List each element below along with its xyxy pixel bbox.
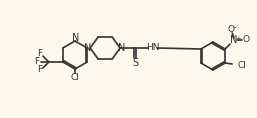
Text: N: N <box>118 43 126 53</box>
Text: O: O <box>243 36 250 44</box>
Text: F: F <box>37 49 42 59</box>
Text: S: S <box>132 58 138 68</box>
Text: HN: HN <box>146 44 160 53</box>
Text: N: N <box>85 43 92 53</box>
Text: N: N <box>231 35 238 45</box>
Text: N: N <box>72 33 80 43</box>
Text: Cl: Cl <box>71 72 79 82</box>
Text: +: + <box>235 36 241 42</box>
Text: F: F <box>37 65 42 74</box>
Text: O: O <box>228 25 235 34</box>
Text: -: - <box>234 23 236 32</box>
Text: Cl: Cl <box>237 61 246 70</box>
Text: F: F <box>34 57 39 67</box>
